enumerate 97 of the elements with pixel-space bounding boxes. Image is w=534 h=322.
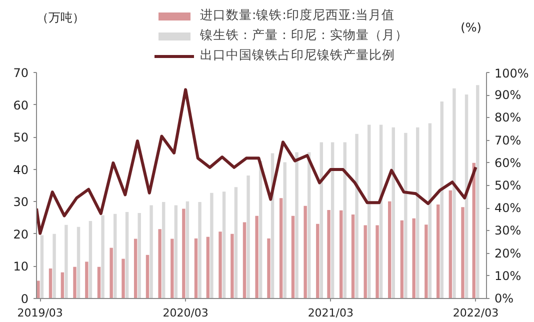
- bar: [40, 235, 44, 298]
- y2-axis-title: (%): [460, 20, 482, 34]
- y2-tick-label: 40%: [494, 201, 522, 216]
- bar: [60, 272, 64, 298]
- bar: [48, 268, 52, 298]
- bar: [85, 262, 88, 298]
- y-tick-label: 40: [13, 162, 29, 177]
- bar: [110, 248, 113, 298]
- x-tick-label: 2019/03: [17, 306, 63, 320]
- bar: [198, 202, 202, 298]
- bar: [230, 234, 234, 298]
- bar: [355, 134, 358, 298]
- y2-tick-label: 90%: [494, 88, 522, 102]
- bar: [267, 238, 270, 298]
- bar: [210, 192, 214, 298]
- bar: [436, 204, 440, 298]
- bar: [73, 266, 76, 298]
- bar: [316, 224, 320, 298]
- bar: [222, 192, 226, 298]
- bar: [412, 218, 416, 298]
- bar: [64, 224, 68, 298]
- bar: [388, 201, 392, 298]
- bar: [150, 205, 153, 298]
- bar: [255, 216, 258, 298]
- bar: [364, 225, 367, 298]
- bar: [330, 142, 334, 298]
- bar: [242, 222, 246, 298]
- bar: [452, 88, 456, 298]
- y-tick-label: 10: [13, 260, 29, 274]
- bar: [400, 220, 404, 298]
- bar: [36, 280, 40, 298]
- bar: [88, 221, 92, 298]
- y2-tick-label: 80%: [494, 110, 522, 125]
- y-tick-label: 0: [20, 292, 29, 306]
- bar: [368, 124, 371, 298]
- line-series: [36, 88, 478, 235]
- bar: [146, 254, 150, 298]
- y-tick-label: 50: [13, 130, 29, 145]
- bar: [327, 210, 330, 298]
- bar: [114, 214, 117, 298]
- legend-label: 镍生铁：产量：印尼：实物量（月）: [200, 27, 408, 44]
- y2-tick-label: 60%: [494, 156, 522, 170]
- bar: [174, 205, 178, 298]
- bar: [476, 85, 480, 298]
- bar: [158, 229, 162, 298]
- bar: [52, 234, 56, 298]
- y2-tick-label: 70%: [494, 133, 522, 148]
- bar: [343, 142, 346, 298]
- legend-label: 出口中国镍铁占印尼镍铁产量比例: [200, 47, 395, 64]
- bar: [125, 212, 129, 298]
- bar: [424, 224, 428, 298]
- bar: [283, 162, 286, 298]
- bar: [246, 175, 250, 298]
- bar: [392, 127, 395, 298]
- bar: [162, 202, 166, 298]
- y2-tick-label: 0%: [494, 292, 514, 306]
- bar: [76, 226, 80, 298]
- y2-tick-label: 30%: [494, 224, 522, 238]
- bar: [122, 258, 125, 298]
- y2-tick-label: 10%: [494, 268, 522, 283]
- y-tick-label: 20: [13, 227, 29, 242]
- bar: [138, 212, 141, 298]
- bar: [194, 238, 198, 298]
- y2-tick-label: 50%: [494, 178, 522, 192]
- bar: [416, 127, 420, 298]
- bar: [376, 225, 379, 298]
- bar: [440, 102, 444, 298]
- bar: [279, 198, 283, 298]
- x-tick-label: 2022/03: [452, 306, 499, 320]
- bar: [461, 207, 464, 298]
- bar: [170, 238, 174, 298]
- y2-tick-label: 100%: [494, 66, 529, 80]
- bar: [134, 238, 138, 298]
- bar: [218, 232, 222, 298]
- y-axis-title: （万吨）: [36, 10, 84, 24]
- y-tick-label: 30: [13, 195, 29, 210]
- x-tick-label: 2020/03: [162, 306, 208, 320]
- bar: [404, 132, 408, 298]
- bar: [448, 190, 452, 298]
- bar: [291, 216, 295, 298]
- bar: [234, 187, 238, 298]
- y-tick-label: 70: [13, 66, 29, 80]
- bar: [186, 201, 190, 298]
- y-tick-label: 60: [13, 98, 29, 112]
- bar: [295, 152, 298, 298]
- bar: [182, 208, 186, 298]
- bar: [428, 123, 432, 298]
- legend-label: 进口数量:镍铁:印度尼西亚:当月值: [200, 7, 395, 24]
- bar: [101, 215, 104, 298]
- bar: [304, 206, 307, 298]
- x-tick-label: 2021/03: [308, 306, 354, 320]
- bar: [351, 214, 355, 298]
- bar: [320, 142, 324, 298]
- bar: [206, 236, 210, 298]
- y2-tick-label: 20%: [494, 246, 522, 260]
- bar: [97, 266, 101, 298]
- bar: [340, 210, 343, 298]
